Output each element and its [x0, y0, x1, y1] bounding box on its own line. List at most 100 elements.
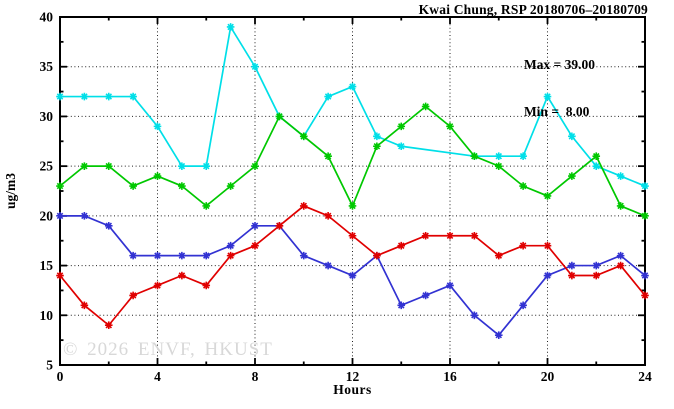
plot-border — [59, 16, 646, 366]
series-green-marker — [129, 182, 137, 190]
x-tick-label: 16 — [443, 369, 457, 384]
series-blue-marker — [129, 251, 137, 260]
series-cyan-marker — [348, 82, 357, 91]
series-cyan-marker — [519, 152, 527, 160]
series-red-marker — [251, 241, 259, 250]
series-green-marker — [226, 182, 235, 190]
series-green-marker — [373, 142, 381, 151]
x-tick-label: 24 — [638, 369, 652, 384]
series-blue-marker — [519, 301, 527, 310]
series-blue-marker — [153, 251, 162, 260]
series-blue-marker — [592, 261, 601, 270]
series-green-marker — [494, 162, 503, 170]
y-tick-label: 40 — [40, 10, 54, 25]
y-tick-label: 30 — [40, 109, 54, 124]
series-red-marker — [519, 241, 527, 250]
series-red-marker — [275, 222, 284, 230]
series-red-marker — [104, 321, 113, 330]
series-green-marker — [153, 172, 162, 180]
series-red-marker — [178, 271, 186, 280]
series-cyan-marker — [80, 92, 89, 101]
series-green-marker — [348, 202, 357, 210]
series-blue-marker — [80, 212, 89, 220]
series-red-marker — [202, 281, 211, 290]
series-green-marker — [299, 132, 308, 141]
series-red-marker — [470, 231, 479, 240]
series-blue-marker — [348, 271, 357, 280]
series-cyan-marker — [153, 122, 162, 131]
series-red-marker — [616, 261, 625, 270]
series-cyan-marker — [568, 132, 576, 141]
x-axis-label: Hours — [333, 382, 372, 397]
series-red-marker — [543, 241, 552, 250]
series-green-marker — [56, 182, 64, 190]
series-green-marker — [202, 202, 211, 210]
series-cyan-marker — [494, 152, 503, 160]
y-tick-label: 25 — [40, 159, 54, 174]
series-red-marker — [421, 231, 430, 240]
series-blue-marker — [226, 241, 235, 250]
series-green-marker — [543, 192, 552, 200]
x-tick-label: 0 — [57, 369, 64, 384]
series-cyan-marker — [56, 92, 64, 101]
series-blue-marker — [202, 251, 211, 260]
x-tick-label: 12 — [346, 369, 360, 384]
series-cyan-marker — [543, 92, 552, 101]
series-red-marker — [641, 291, 649, 300]
series-cyan-marker — [202, 162, 211, 170]
series-red-marker — [494, 251, 503, 260]
series-blue-marker — [616, 251, 625, 260]
series-green-marker — [178, 182, 186, 190]
series-cyan-marker — [592, 162, 601, 170]
series-cyan-marker — [616, 172, 625, 180]
series-green-marker — [251, 162, 259, 170]
series-red-marker — [324, 212, 332, 220]
series-blue-marker — [421, 291, 430, 300]
series-red-marker — [373, 251, 381, 260]
series-red-marker — [80, 301, 89, 310]
series-green-marker — [397, 122, 406, 131]
series-green-marker — [324, 152, 332, 160]
x-tick-label: 4 — [154, 369, 161, 384]
y-tick-label: 10 — [40, 308, 54, 323]
series-blue-marker — [397, 301, 406, 310]
series-green-marker — [446, 122, 454, 131]
series-green-marker — [568, 172, 576, 180]
series-cyan-marker — [373, 132, 381, 141]
series-green-marker — [275, 112, 284, 121]
series-red-marker — [153, 281, 162, 290]
legend-min-label: Min = 8.00 — [523, 103, 590, 119]
series-cyan-marker — [129, 92, 137, 101]
series-red-marker — [397, 241, 406, 250]
series-blue-marker — [641, 271, 649, 280]
series-red-marker — [592, 271, 601, 280]
series-red-marker — [129, 291, 137, 300]
series-red-marker — [348, 231, 357, 240]
watermark: © 2026 ENVF, HKUST — [63, 339, 273, 360]
series-blue-marker — [494, 331, 503, 339]
series-blue-marker — [446, 281, 454, 290]
legend-max-label: Max = 39.00 — [523, 57, 595, 72]
series-blue-marker — [543, 271, 552, 280]
series-cyan-marker — [104, 92, 113, 101]
chart-title: Kwai Chung, RSP 20180706–20180709 — [418, 2, 648, 17]
series-green-marker — [519, 182, 527, 190]
x-tick-label: 20 — [541, 369, 555, 384]
y-tick-label: 20 — [40, 208, 54, 223]
series-green-marker — [104, 162, 113, 170]
series-blue-marker — [251, 222, 259, 230]
series-green-marker — [641, 212, 649, 220]
series-cyan-marker — [226, 23, 235, 31]
y-axis-label: ug/m3 — [3, 172, 19, 210]
series-blue-marker — [299, 251, 308, 260]
series-green-marker — [616, 202, 625, 210]
series-cyan-marker — [178, 162, 186, 170]
x-tick-label: 8 — [252, 369, 259, 384]
series-green-marker — [80, 162, 89, 170]
series-red-marker — [568, 271, 576, 280]
y-tick-label: 35 — [40, 59, 54, 74]
series-cyan-marker — [397, 142, 406, 151]
series-blue-marker — [324, 261, 332, 270]
